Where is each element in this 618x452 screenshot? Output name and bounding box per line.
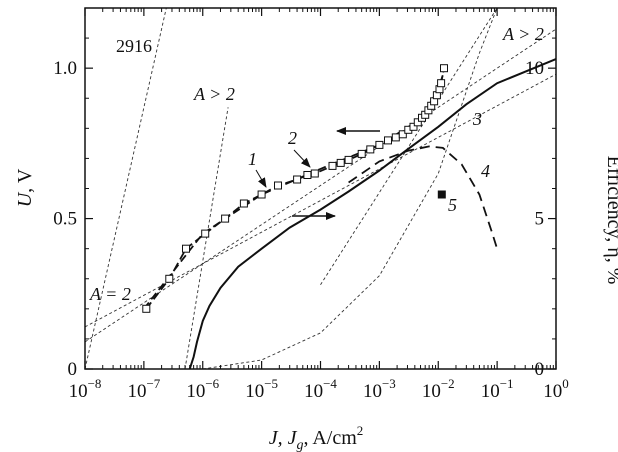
series-1-point-15 — [357, 149, 366, 158]
series-1-point-16 — [366, 145, 375, 154]
curve-label-5: 5 — [448, 195, 457, 215]
curve-label-2: 2 — [288, 128, 297, 148]
series-1-point-10 — [303, 171, 312, 179]
reference-lines — [85, 8, 556, 369]
series-1-point-6 — [239, 199, 248, 208]
y-right-tick-label: 5 — [535, 209, 545, 230]
annotation-a-gt-2-upper-left: A > 2 — [193, 84, 235, 104]
marker-layer — [142, 64, 448, 313]
reference-line-3 — [85, 8, 167, 369]
series-1-point-18 — [384, 136, 392, 145]
curve-label-3: 3 — [472, 109, 482, 129]
x-tick-label: 100 — [543, 376, 569, 402]
curve-label-4: 4 — [481, 161, 490, 181]
series-1-point-12 — [328, 161, 337, 170]
series-1-point-9 — [293, 175, 302, 184]
series-1-point-2 — [165, 274, 174, 283]
y-axis-title-right: Efficiency, η, % — [603, 156, 618, 285]
x-tick-label: 10−7 — [127, 376, 160, 402]
curve-label-2-leader — [293, 149, 311, 168]
reference-line-6 — [202, 8, 498, 369]
sample-id-label: 2916 — [116, 36, 152, 56]
axes: 10−8 10−7 10−6 10−5 10−4 10−3 10−2 10−1 10000.51… — [53, 8, 569, 402]
reference-line-4 — [184, 107, 229, 369]
x-tick-label: 10−8 — [69, 376, 102, 402]
series-1-point-14 — [344, 155, 353, 164]
series-1-point-5 — [221, 214, 230, 223]
series-layer — [143, 58, 556, 369]
x-tick-label: 10−4 — [304, 376, 337, 402]
curve-label-1-leader — [255, 169, 267, 188]
y-left-tick-label: 0 — [68, 359, 78, 380]
series-1-point-17 — [375, 140, 384, 149]
plot-frame — [84, 7, 557, 370]
x-tick-label: 10−2 — [422, 376, 455, 402]
annotation-a-gt-2-top-right: A > 2 — [502, 24, 544, 44]
series-1-line — [145, 68, 445, 310]
curve-label-1: 1 — [248, 149, 257, 169]
series-1-point-32 — [440, 64, 448, 73]
reference-line-2 — [85, 73, 556, 328]
y-left-tick-label: 0.5 — [53, 209, 77, 230]
series-5-point-1 — [437, 190, 446, 199]
series-1-point-11 — [310, 169, 319, 178]
series-4-line — [348, 145, 498, 249]
series-1-point-13 — [336, 158, 345, 167]
series-1-point-4 — [201, 229, 210, 238]
x-tick-label: 10−1 — [481, 376, 514, 402]
x-tick-label: 10−3 — [363, 376, 396, 402]
y-right-tick-label: 0 — [535, 359, 545, 380]
y-axis-title-left: U, V — [14, 168, 36, 207]
series-1-point-7 — [257, 190, 266, 199]
series-1-point-19 — [391, 133, 400, 142]
series-1-point-8 — [274, 181, 282, 190]
series-3-line — [188, 58, 556, 369]
series-1-point-3 — [182, 244, 190, 253]
x-tick-label: 10−6 — [186, 376, 219, 402]
series-1-point-20 — [398, 130, 407, 139]
series-2-line — [143, 67, 446, 310]
x-axis-title: J, Jg, A/cm2 — [269, 423, 364, 452]
reference-line-5 — [320, 8, 498, 286]
series-1-point-22 — [409, 122, 418, 131]
x-tick-label: 10−5 — [245, 376, 278, 402]
annotation-a-eq-2: A = 2 — [89, 284, 131, 304]
series-1-point-1 — [142, 304, 151, 313]
y-right-tick-label: 10 — [525, 58, 544, 79]
series-1-point-23 — [413, 118, 422, 127]
reference-line-1 — [85, 28, 556, 343]
series-1-point-31 — [437, 79, 446, 88]
y-left-tick-label: 1.0 — [53, 58, 77, 79]
